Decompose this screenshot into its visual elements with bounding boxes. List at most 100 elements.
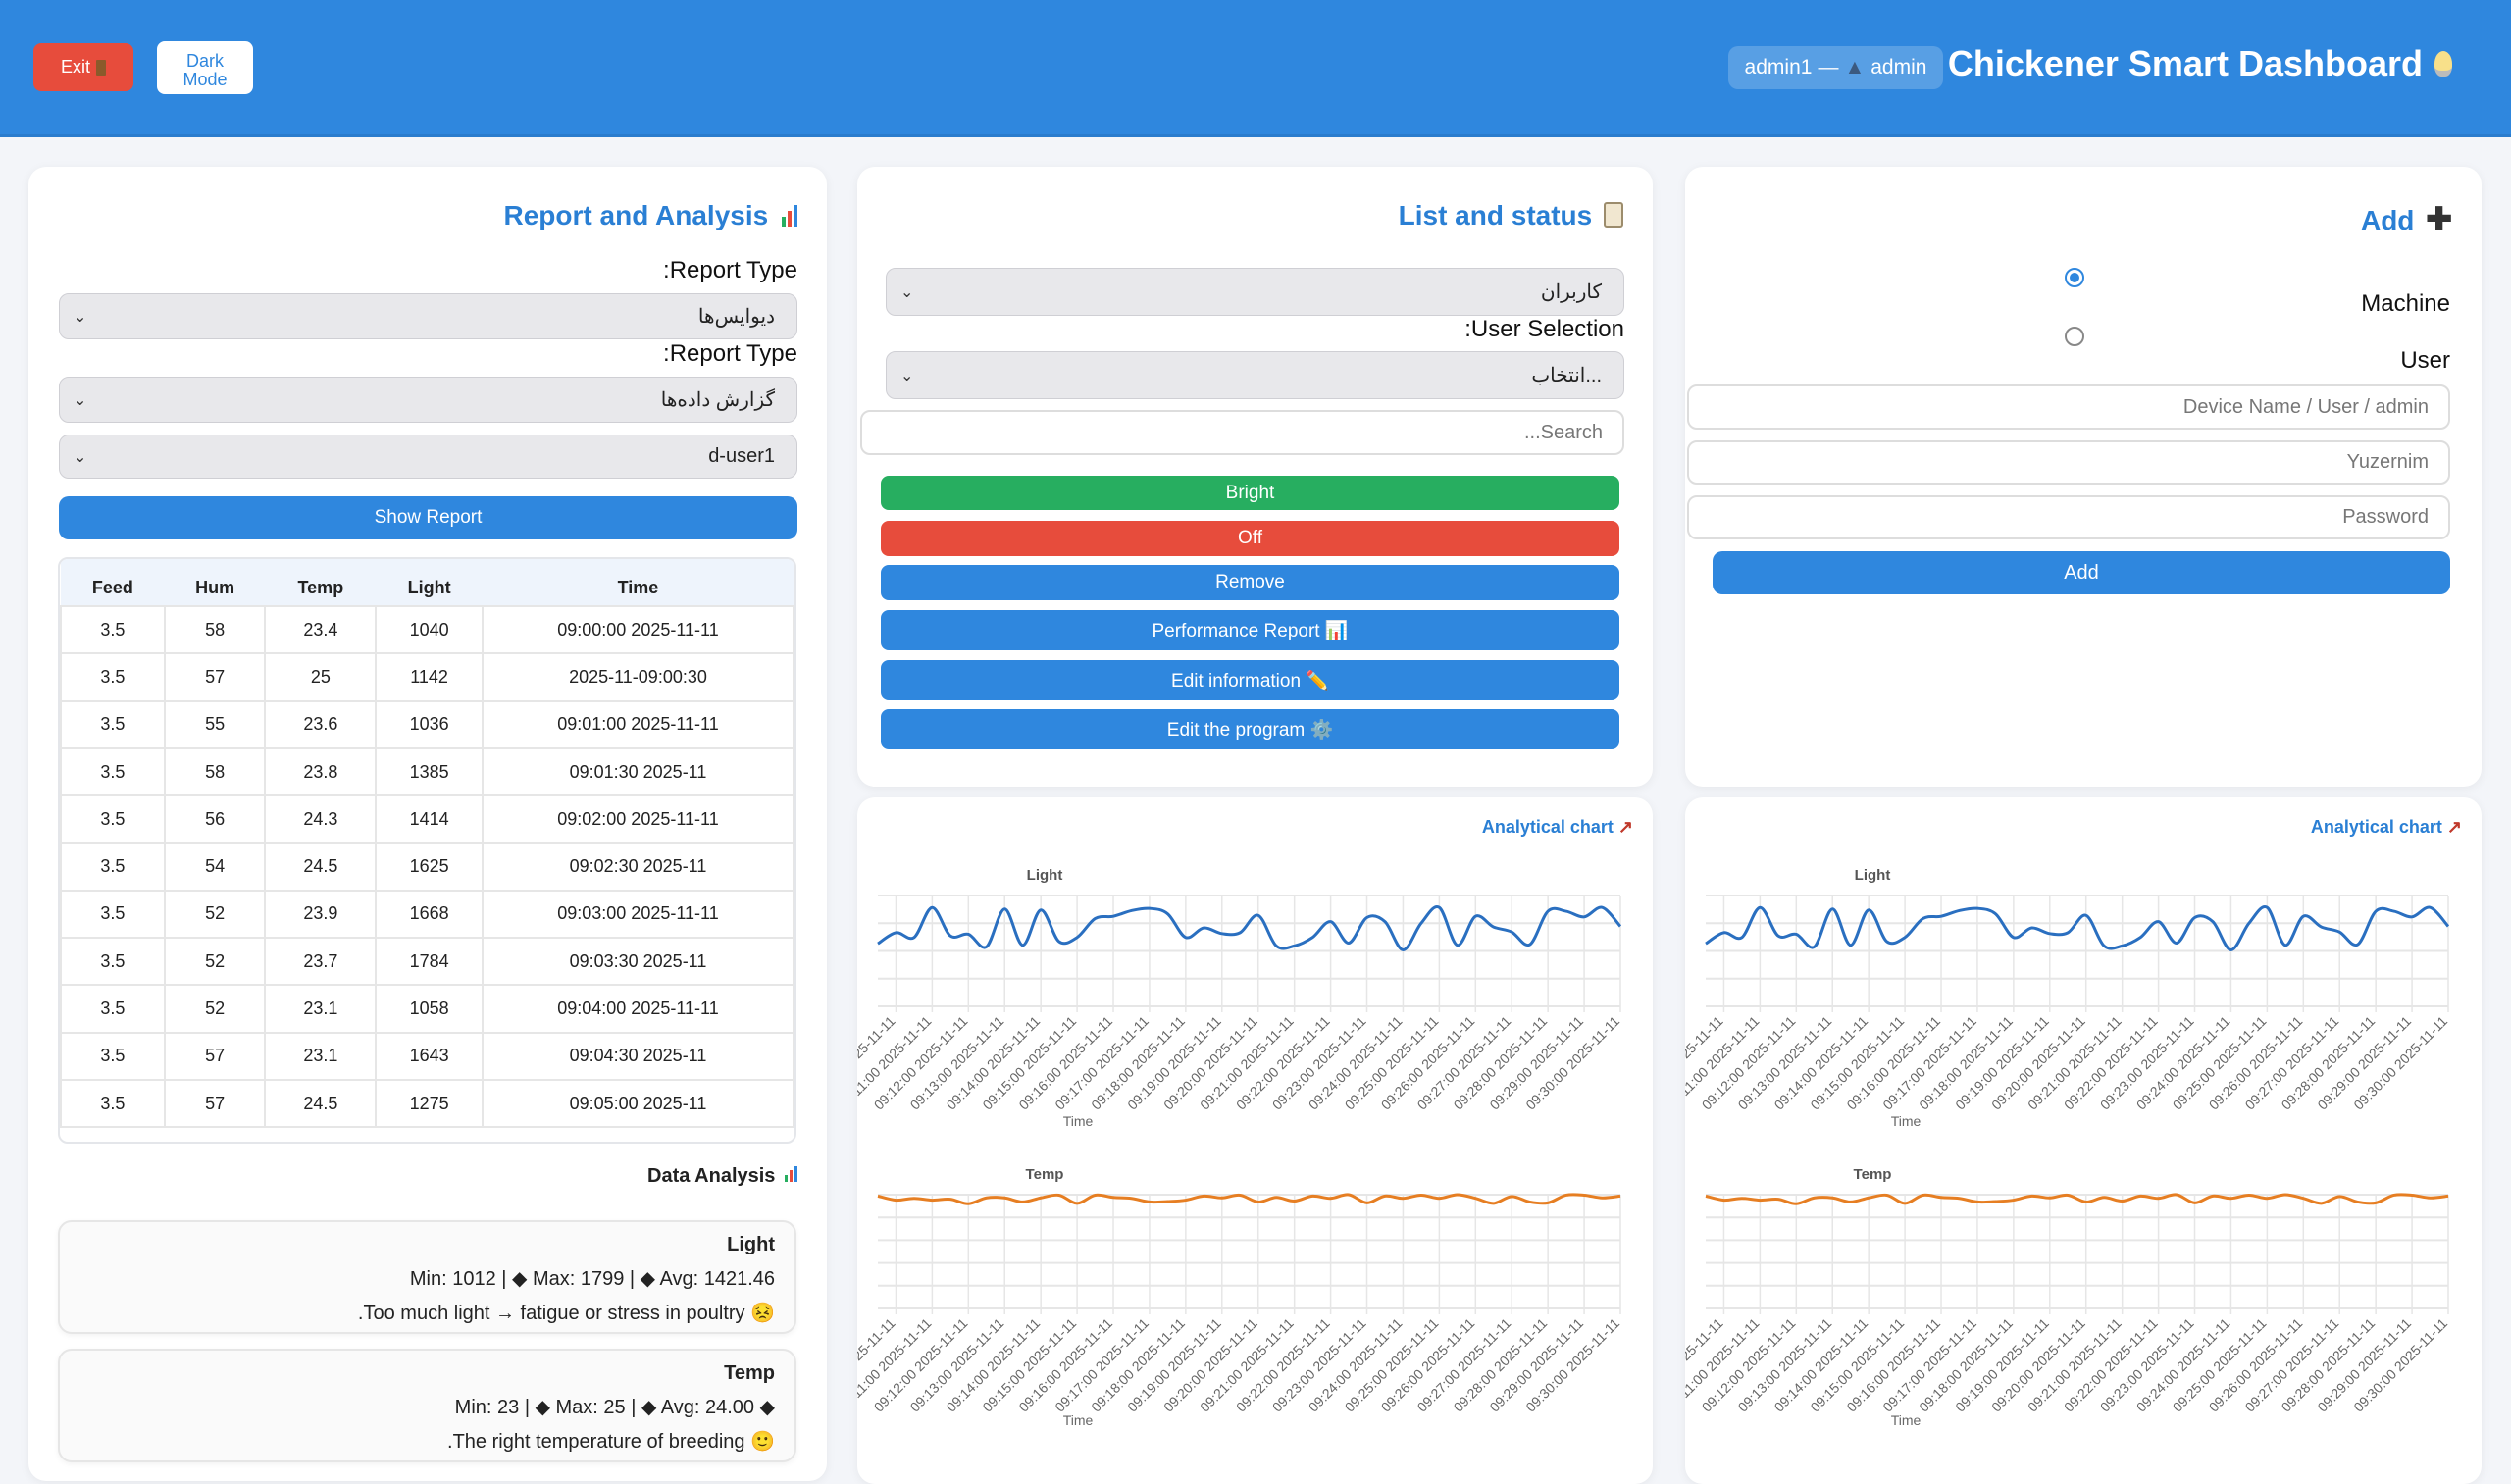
exit-button[interactable]: Exit (33, 43, 133, 91)
select-value: دیوایس‌ها (698, 304, 775, 329)
table-cell: 58 (165, 748, 266, 795)
table-cell: 09:04:30 2025-11 (483, 1033, 794, 1080)
table-cell: 24.5 (265, 1080, 376, 1127)
x-axis-label: Time (1063, 1113, 1094, 1129)
placeholder: Yuzernim (2347, 451, 2429, 474)
analysis-message: .Too much light → fatigue or stress in p… (60, 1301, 775, 1325)
table-cell: 09:00:00 2025-11-11 (483, 606, 794, 653)
table-cell: 54 (165, 843, 266, 890)
exit-label: Exit (61, 57, 90, 77)
top-header: Exit Dark Mode admin1 — ▲ admin Chickene… (0, 0, 2511, 137)
table-cell: 09:03:00 2025-11-11 (483, 891, 794, 938)
table-cell: 1142 (376, 653, 483, 700)
select-value: کاربران (1541, 280, 1602, 304)
device-type-select[interactable]: ⌄دیوایس‌ها (59, 293, 797, 339)
table-cell: 1643 (376, 1033, 483, 1080)
table-cell: 23.9 (265, 891, 376, 938)
table-cell: 3.5 (61, 701, 165, 748)
app-title-text: Chickener Smart Dashboard (1948, 43, 2423, 84)
chart-title: Light (1027, 867, 1063, 884)
analysis-box-temp: Temp Min: 23 | ◆ Max: 25 | ◆ Avg: 24.00 … (58, 1349, 796, 1462)
chart-title: Temp (1026, 1166, 1064, 1183)
table-cell: 55 (165, 701, 266, 748)
select-value: گزارش داده‌ها (661, 387, 775, 412)
column-header: Feed (61, 559, 165, 606)
analysis-stats: Min: 23 | ◆ Max: 25 | ◆ Avg: 24.00 ◆ (60, 1395, 775, 1419)
table-cell: 3.5 (61, 891, 165, 938)
table-cell: 23.1 (265, 985, 376, 1032)
bright-button[interactable]: Bright (881, 476, 1619, 510)
clipboard-icon (1604, 202, 1623, 228)
table-cell: 24.3 (265, 795, 376, 843)
add-button[interactable]: Add (1713, 551, 2450, 594)
table-cell: 1625 (376, 843, 483, 890)
add-card: Add ✚ Machine User Device Name / User / … (1685, 167, 2482, 787)
user-radio[interactable] (2065, 327, 2084, 346)
table-cell: 1668 (376, 891, 483, 938)
device-name-input[interactable]: Device Name / User / admin (1687, 384, 2450, 430)
table-cell: 3.5 (61, 653, 165, 700)
series-line (1706, 1195, 2448, 1204)
analysis-title: Temp (60, 1362, 775, 1385)
performance-report-button[interactable]: Performance Report 📊 (881, 610, 1619, 650)
remove-button[interactable]: Remove (881, 565, 1619, 600)
machine-radio[interactable] (2065, 268, 2084, 287)
column-header: Time (483, 559, 794, 606)
table-cell: 23.8 (265, 748, 376, 795)
edit-information-button[interactable]: Edit information ✏️ (881, 660, 1619, 700)
search-input[interactable]: ...Search (860, 410, 1624, 455)
chart-card-right: Analytical chart ↗ 09:10:00 2025-11-1109… (1685, 797, 2482, 1484)
column-header: Hum (165, 559, 266, 606)
table-cell: 3.5 (61, 843, 165, 890)
table-cell: 52 (165, 985, 266, 1032)
list-title-text: List and status (1399, 200, 1593, 230)
table-cell: 3.5 (61, 748, 165, 795)
list-type-select[interactable]: ⌄کاربران (886, 268, 1624, 316)
placeholder: Device Name / User / admin (2183, 396, 2429, 419)
bar-chart-icon (785, 1166, 797, 1182)
password-input[interactable]: Password (1687, 495, 2450, 539)
dark-mode-button[interactable]: Dark Mode (157, 41, 253, 94)
off-button[interactable]: Off (881, 521, 1619, 556)
user-label: User (2400, 347, 2450, 375)
analysis-box-light: Light Min: 1012 | ◆ Max: 1799 | ◆ Avg: 1… (58, 1220, 796, 1334)
plus-icon: ✚ (2426, 201, 2452, 236)
separator: — (1818, 56, 1838, 79)
select-value: انتخاب... (1531, 363, 1602, 387)
report-type-select[interactable]: ⌄گزارش داده‌ها (59, 377, 797, 423)
user-select[interactable]: ⌄انتخاب... (886, 351, 1624, 399)
x-axis-label: Time (1891, 1412, 1922, 1428)
lightbulb-icon (2434, 51, 2452, 77)
column-header: Light (376, 559, 483, 606)
edit-program-button[interactable]: Edit the program ⚙️ (881, 709, 1619, 749)
table-cell: 3.5 (61, 795, 165, 843)
username-input[interactable]: Yuzernim (1687, 440, 2450, 485)
chevron-down-icon: ⌄ (74, 447, 86, 467)
select-value: d-user1 (708, 445, 775, 468)
series-line (1706, 907, 2448, 950)
role: admin (1870, 56, 1926, 79)
device-select[interactable]: ⌄ d-user1 (59, 435, 797, 479)
table-cell: 3.5 (61, 1033, 165, 1080)
add-title-text: Add (2361, 205, 2414, 235)
show-report-button[interactable]: Show Report (59, 496, 797, 539)
list-status-card: List and status ⌄کاربران :User Selection… (857, 167, 1653, 787)
machine-label: Machine (2361, 290, 2450, 318)
table-cell: 1275 (376, 1080, 483, 1127)
table-cell: 1040 (376, 606, 483, 653)
table-cell: 23.4 (265, 606, 376, 653)
table-cell: 09:01:30 2025-11 (483, 748, 794, 795)
analysis-stats: Min: 1012 | ◆ Max: 1799 | ◆ Avg: 1421.46 (60, 1266, 775, 1291)
